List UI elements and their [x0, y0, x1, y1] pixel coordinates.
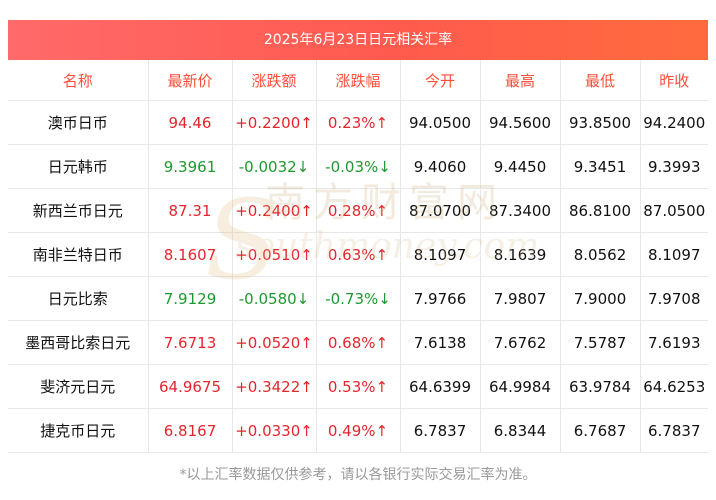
column-header-price: 最新价 — [148, 60, 233, 101]
column-header-name: 名称 — [8, 60, 149, 101]
disclaimer-footer: *以上汇率数据仅供参考，请以各银行实际交易汇率为准。 — [179, 467, 537, 483]
cell-low: 8.0562 — [560, 232, 641, 277]
cell-prev: 7.6193 — [640, 320, 708, 365]
cell-change: +0.0510↑ — [232, 232, 317, 277]
cell-change: +0.3422↑ — [232, 364, 317, 409]
table-row: 南非兰特日币 8.1607 +0.0510↑ 0.63%↑ 8.1097 8.1639 8.… — [8, 232, 708, 277]
cell-pct: -0.03%↓ — [316, 144, 401, 189]
cell-prev: 8.1097 — [640, 232, 708, 277]
cell-pct: 0.63%↑ — [316, 232, 401, 277]
table-body: 澳币日币 94.46 +0.2200↑ 0.23%↑ 94.0500 94.5600 93.… — [8, 100, 708, 453]
table-title: 2025年6月23日日元相关汇率 — [8, 20, 708, 60]
table-row: 墨西哥比索日元 7.6713 +0.0520↑ 0.68%↑ 7.6138 7.6762 7… — [8, 320, 708, 365]
cell-open: 87.0700 — [400, 188, 481, 233]
cell-open: 8.1097 — [400, 232, 481, 277]
table-row: 捷克币日元 6.8167 +0.0330↑ 0.49%↑ 6.7837 6.8344 6.7… — [8, 408, 708, 453]
cell-low: 63.9784 — [560, 364, 641, 409]
cell-low: 9.3451 — [560, 144, 641, 189]
cell-open: 94.0500 — [400, 100, 481, 145]
column-header-change: 涨跌额 — [232, 60, 317, 101]
cell-change: +0.2400↑ — [232, 188, 317, 233]
cell-open: 6.7837 — [400, 408, 481, 453]
cell-pct: 0.23%↑ — [316, 100, 401, 145]
cell-low: 93.8500 — [560, 100, 641, 145]
column-header-prev: 昨收 — [640, 60, 708, 101]
cell-name: 澳币日币 — [8, 100, 149, 145]
table-header-row: 名称 最新价 涨跌额 涨跌幅 今开 最高 最低 昨收 — [8, 60, 708, 101]
cell-name: 南非兰特日币 — [8, 232, 149, 277]
table-row: 澳币日币 94.46 +0.2200↑ 0.23%↑ 94.0500 94.5600 93.… — [8, 100, 708, 145]
cell-high: 87.3400 — [480, 188, 561, 233]
cell-change: -0.0580↓ — [232, 276, 317, 321]
cell-name: 墨西哥比索日元 — [8, 320, 149, 365]
table-row: 新西兰币日元 87.31 +0.2400↑ 0.28%↑ 87.0700 87.3400 8… — [8, 188, 708, 233]
cell-high: 6.8344 — [480, 408, 561, 453]
cell-change: +0.0330↑ — [232, 408, 317, 453]
rate-table-panel: 2025年6月23日日元相关汇率 名称 最新价 涨跌额 涨跌幅 今开 最高 最低… — [8, 20, 708, 453]
cell-change: -0.0032↓ — [232, 144, 317, 189]
cell-high: 7.9807 — [480, 276, 561, 321]
column-header-low: 最低 — [560, 60, 641, 101]
cell-name: 新西兰币日元 — [8, 188, 149, 233]
column-header-open: 今开 — [400, 60, 481, 101]
cell-pct: 0.49%↑ — [316, 408, 401, 453]
cell-name: 日元韩币 — [8, 144, 149, 189]
cell-high: 94.5600 — [480, 100, 561, 145]
cell-high: 9.4450 — [480, 144, 561, 189]
rate-table: 名称 最新价 涨跌额 涨跌幅 今开 最高 最低 昨收 澳币日币 94.46 +0.2… — [8, 60, 708, 453]
cell-name: 斐济元日元 — [8, 364, 149, 409]
cell-price: 7.9129 — [148, 276, 233, 321]
cell-prev: 87.0500 — [640, 188, 708, 233]
cell-price: 7.6713 — [148, 320, 233, 365]
cell-open: 7.9766 — [400, 276, 481, 321]
cell-low: 7.5787 — [560, 320, 641, 365]
column-header-pct: 涨跌幅 — [316, 60, 401, 101]
cell-change: +0.0520↑ — [232, 320, 317, 365]
cell-prev: 9.3993 — [640, 144, 708, 189]
cell-prev: 7.9708 — [640, 276, 708, 321]
cell-price: 6.8167 — [148, 408, 233, 453]
table-row: 斐济元日元 64.9675 +0.3422↑ 0.53%↑ 64.6399 64.9984… — [8, 364, 708, 409]
cell-low: 86.8100 — [560, 188, 641, 233]
cell-prev: 64.6253 — [640, 364, 708, 409]
cell-high: 7.6762 — [480, 320, 561, 365]
cell-prev: 94.2400 — [640, 100, 708, 145]
cell-prev: 6.7837 — [640, 408, 708, 453]
cell-low: 6.7687 — [560, 408, 641, 453]
table-row: 日元韩币 9.3961 -0.0032↓ -0.03%↓ 9.4060 9.4450 9.3… — [8, 144, 708, 189]
column-header-high: 最高 — [480, 60, 561, 101]
table-row: 日元比索 7.9129 -0.0580↓ -0.73%↓ 7.9766 7.9807 7.9… — [8, 276, 708, 321]
cell-price: 87.31 — [148, 188, 233, 233]
cell-price: 9.3961 — [148, 144, 233, 189]
cell-pct: 0.53%↑ — [316, 364, 401, 409]
cell-change: +0.2200↑ — [232, 100, 317, 145]
cell-pct: 0.28%↑ — [316, 188, 401, 233]
cell-price: 8.1607 — [148, 232, 233, 277]
cell-name: 捷克币日元 — [8, 408, 149, 453]
cell-open: 7.6138 — [400, 320, 481, 365]
cell-high: 8.1639 — [480, 232, 561, 277]
cell-price: 64.9675 — [148, 364, 233, 409]
cell-price: 94.46 — [148, 100, 233, 145]
cell-high: 64.9984 — [480, 364, 561, 409]
cell-low: 7.9000 — [560, 276, 641, 321]
cell-pct: -0.73%↓ — [316, 276, 401, 321]
cell-pct: 0.68%↑ — [316, 320, 401, 365]
cell-name: 日元比索 — [8, 276, 149, 321]
cell-open: 64.6399 — [400, 364, 481, 409]
cell-open: 9.4060 — [400, 144, 481, 189]
